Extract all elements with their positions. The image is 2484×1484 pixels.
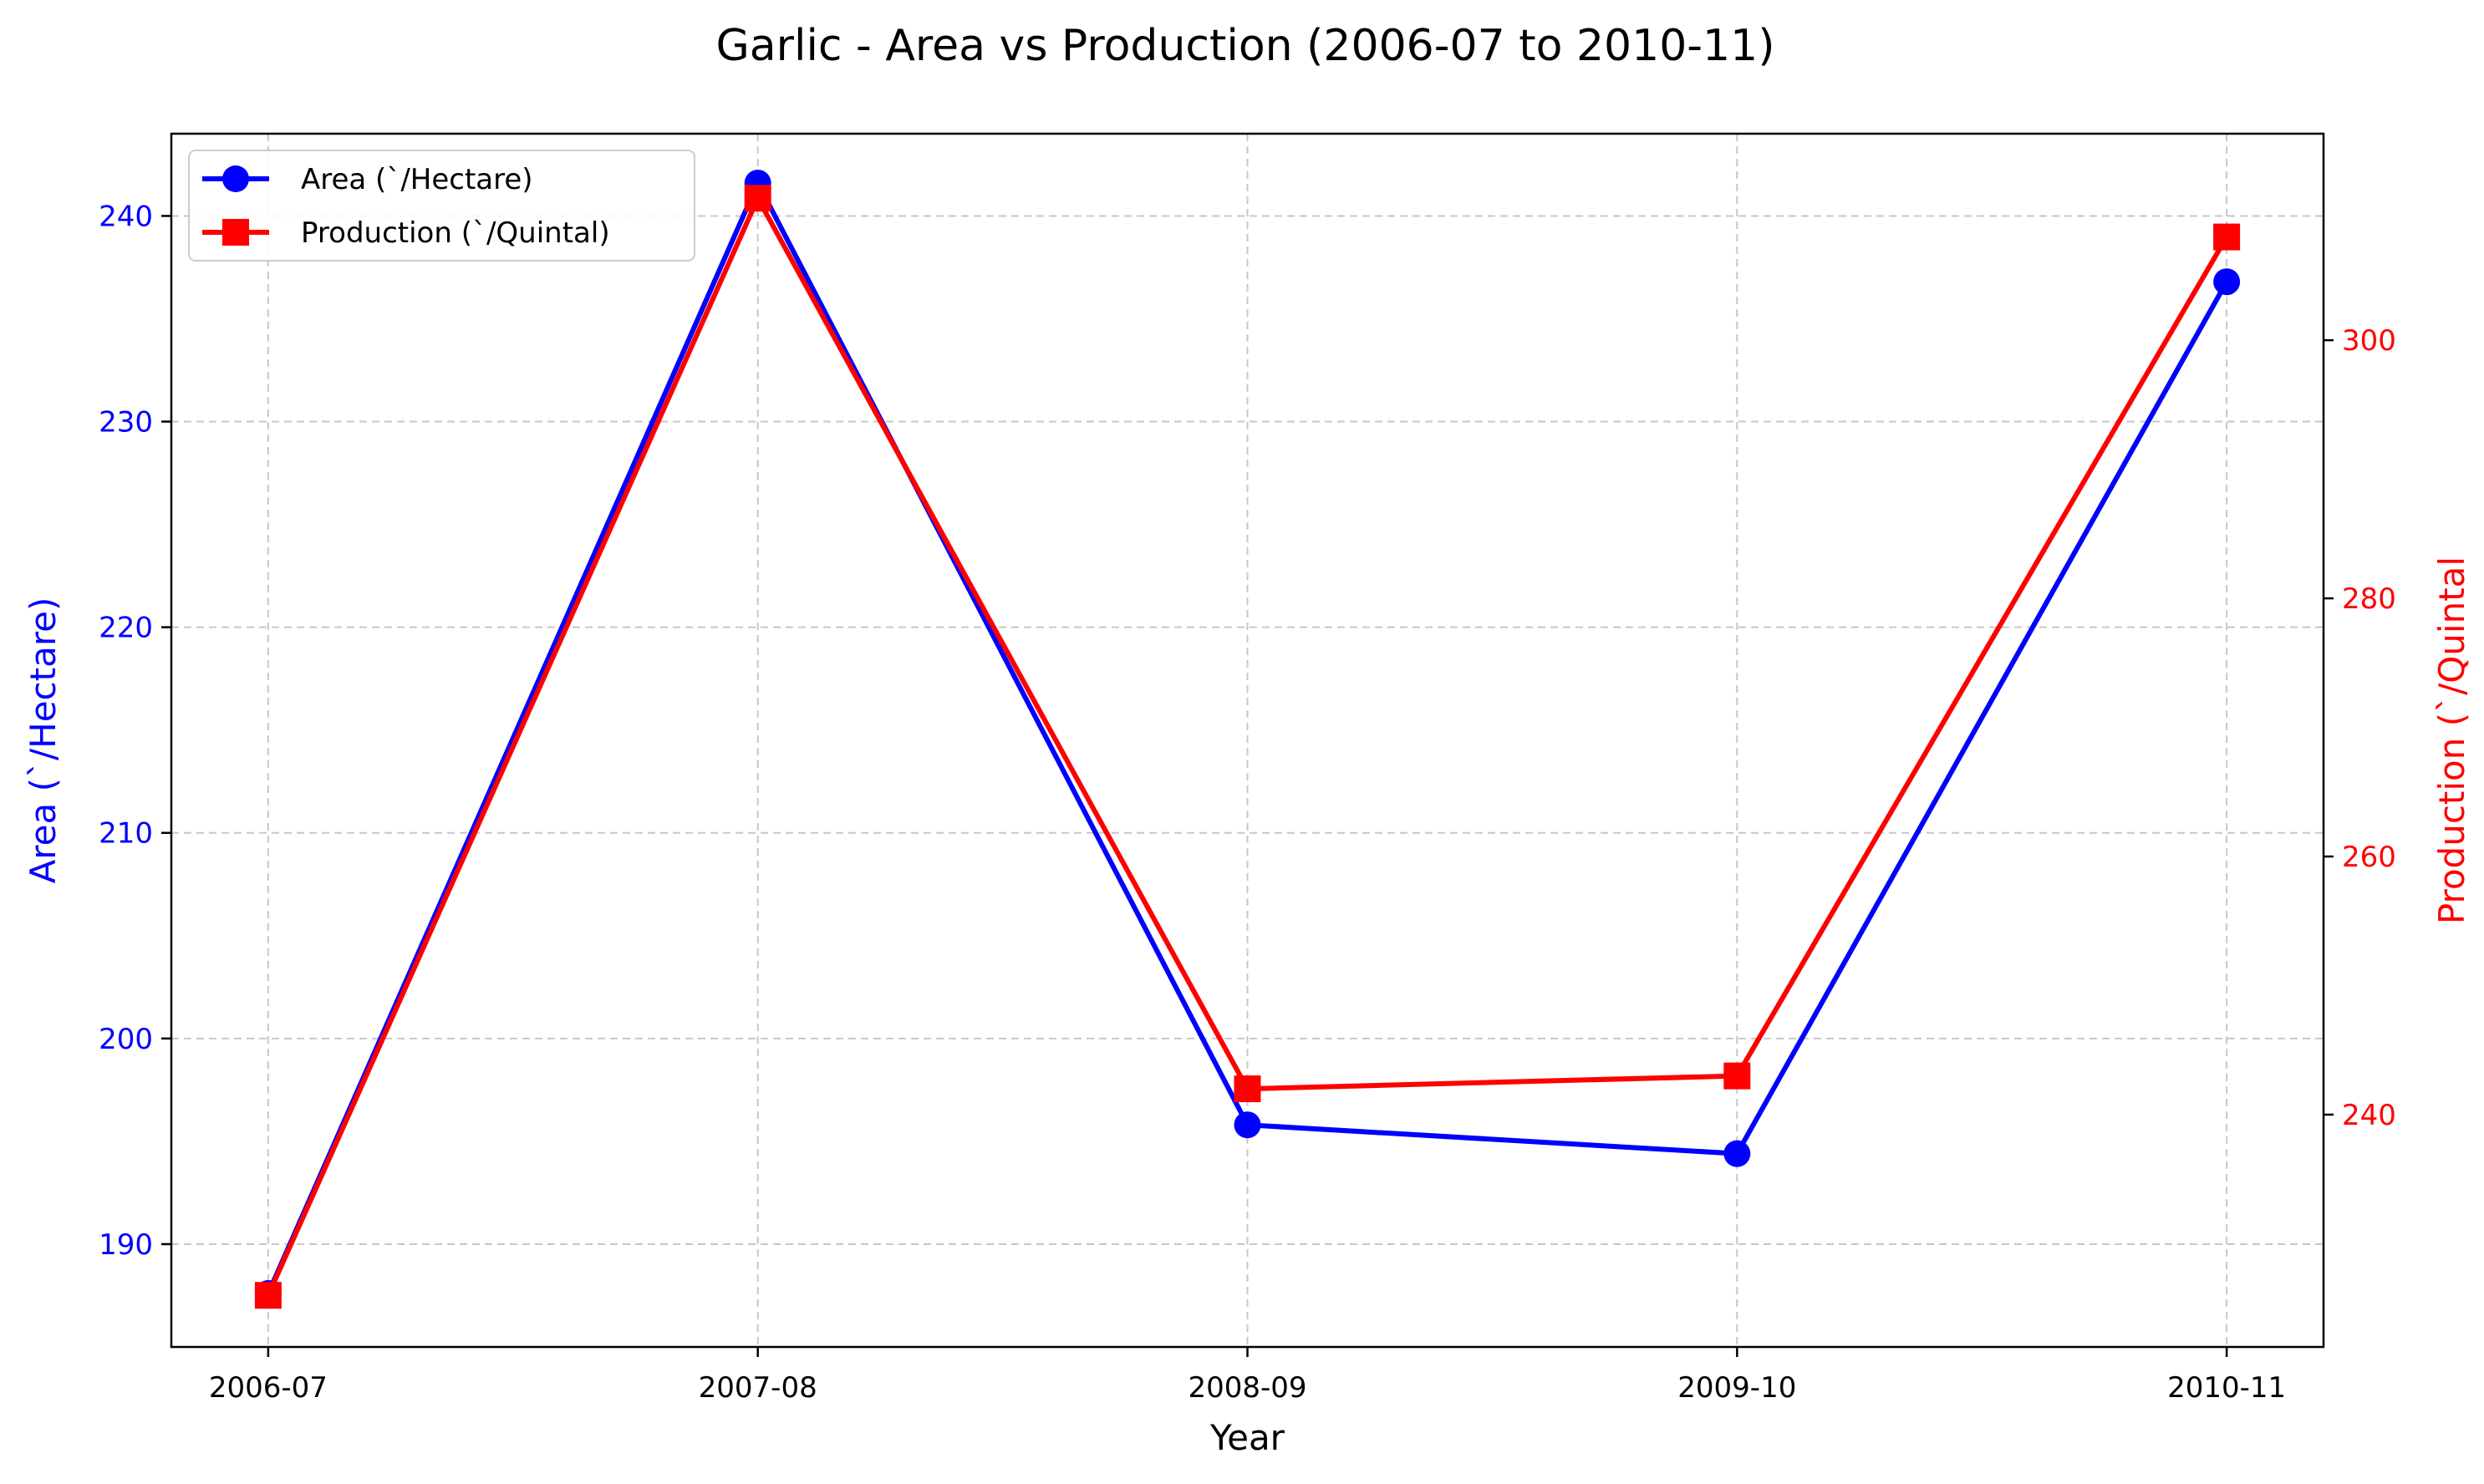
legend-label: Area (`/Hectare) [301,163,533,196]
data-point [1234,1075,1261,1103]
legend-label: Production (`/Quintal) [301,216,610,250]
data-point [1234,1111,1261,1139]
legend-marker [222,219,249,246]
y-axis-left-label: Area (`/Hectare) [23,597,64,884]
data-point [2213,223,2241,251]
legend: Area (`/Hectare) Production (`/Quintal) [188,150,695,262]
y-right-tick-label: 280 [2342,582,2396,616]
x-axis-label: Year [1209,1417,1285,1458]
y-left-tick-label: 240 [99,200,153,233]
legend-item: Production (`/Quintal) [202,216,610,250]
y-right-tick-label: 260 [2342,841,2396,874]
x-tick-label: 2007-08 [699,1371,817,1405]
axes: 2006-07 2007-08 2008-09 2009-10 2010-11 190 20… [99,200,2396,1405]
y-left-tick-label: 230 [99,406,153,440]
data-point [2213,268,2241,296]
grid [171,134,2324,1347]
legend-marker [222,165,249,192]
series-production [254,185,2241,1309]
data-point [744,185,771,212]
x-tick-label: 2006-07 [209,1371,328,1405]
y-left-tick-label: 200 [99,1023,153,1056]
y-axis-right-label: Production (`/Quintal [2431,556,2472,924]
data-point [1723,1062,1751,1090]
x-tick-label: 2008-09 [1188,1371,1306,1405]
data-point [1723,1140,1751,1167]
data-point [254,1282,282,1309]
y-right-tick-label: 300 [2342,324,2396,358]
x-tick-label: 2010-11 [2167,1371,2286,1405]
legend-item: Area (`/Hectare) [202,163,533,196]
y-right-tick-label: 240 [2342,1099,2396,1132]
y-left-tick-label: 190 [99,1228,153,1262]
y-left-tick-label: 210 [99,817,153,851]
series-layer [254,170,2241,1309]
x-tick-label: 2009-10 [1677,1371,1796,1405]
chart-title: Garlic - Area vs Production (2006-07 to … [716,21,1775,71]
y-left-tick-label: 220 [99,612,153,645]
legend-box [188,150,695,262]
